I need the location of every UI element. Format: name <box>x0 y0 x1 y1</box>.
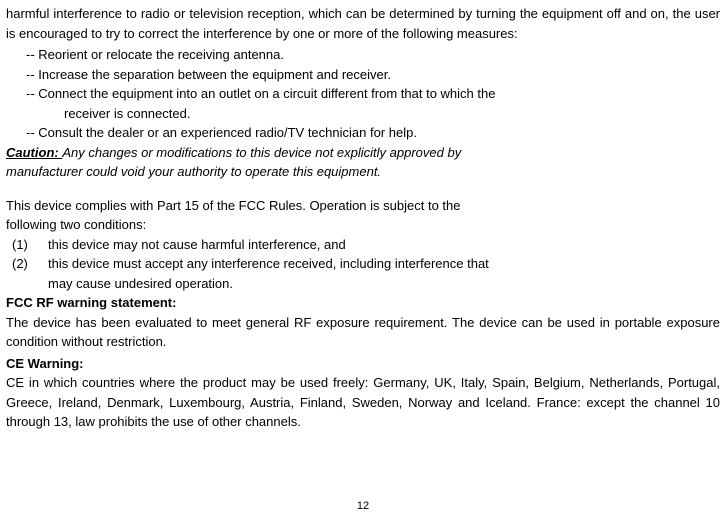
page-number: 12 <box>0 498 726 515</box>
bullet-3: -- Connect the equipment into an outlet … <box>6 84 720 104</box>
bullet-3-sub: receiver is connected. <box>6 104 720 124</box>
caution-text-2: manufacturer could void your authority t… <box>6 162 720 182</box>
bullet-4: -- Consult the dealer or an experienced … <box>6 123 720 143</box>
ce-text: CE in which countries where the product … <box>6 373 720 432</box>
fcc-rf-text: The device has been evaluated to meet ge… <box>6 313 720 352</box>
caution-text-1: Any changes or modifications to this dev… <box>62 145 461 160</box>
condition-2: (2) this device must accept any interfer… <box>6 254 720 274</box>
caution-label: Caution: <box>6 145 62 160</box>
condition-1-text: this device may not cause harmful interf… <box>48 235 720 255</box>
fcc-rf-heading: FCC RF warning statement: <box>6 293 720 313</box>
intro-text: harmful interference to radio or televis… <box>6 4 720 43</box>
bullet-1: -- Reorient or relocate the receiving an… <box>6 45 720 65</box>
condition-2-sub: may cause undesired operation. <box>6 274 720 294</box>
part15-line-1: This device complies with Part 15 of the… <box>6 196 720 216</box>
condition-1-num: (1) <box>12 235 48 255</box>
spacer <box>6 182 720 196</box>
ce-heading: CE Warning: <box>6 354 720 374</box>
caution-line-1: Caution: Any changes or modifications to… <box>6 143 720 163</box>
condition-1: (1) this device may not cause harmful in… <box>6 235 720 255</box>
document-body: harmful interference to radio or televis… <box>6 4 720 432</box>
part15-line-2: following two conditions: <box>6 215 720 235</box>
condition-2-num: (2) <box>12 254 48 274</box>
bullet-2: -- Increase the separation between the e… <box>6 65 720 85</box>
condition-2-text: this device must accept any interference… <box>48 254 720 274</box>
